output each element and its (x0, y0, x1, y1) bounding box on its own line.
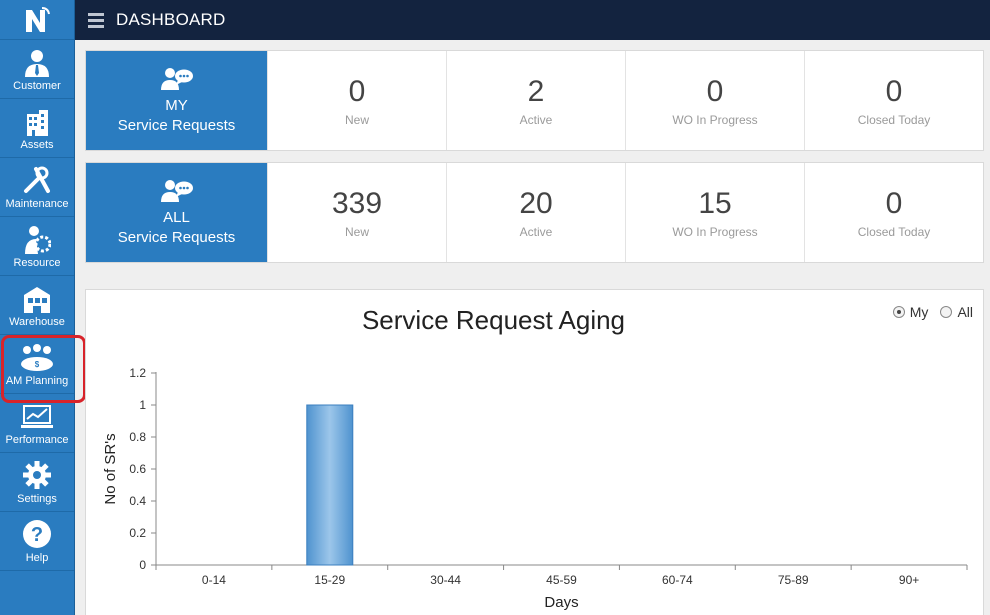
menu-icon[interactable] (88, 12, 104, 28)
sidebar-item-label: Settings (17, 492, 57, 505)
sidebar-item-warehouse[interactable]: Warehouse (0, 276, 74, 335)
x-tick-label: 60-74 (662, 573, 693, 587)
sidebar-item-assets[interactable]: Assets (0, 99, 74, 158)
y-tick-label: 1.2 (129, 366, 146, 380)
my-service-requests-tile[interactable]: MY Service Requests (86, 51, 267, 150)
stat-label: WO In Progress (672, 224, 758, 239)
sidebar-item-resource[interactable]: Resource (0, 217, 74, 276)
sidebar-item-label: Assets (20, 138, 54, 151)
stat-label: New (344, 112, 369, 127)
all-label: ALL (163, 208, 190, 226)
stat-value: 0 (885, 74, 903, 108)
all-closed-today-stat[interactable]: 0 Closed Today (804, 163, 983, 262)
service-request-aging-panel: 0 0.2 0.4 0.6 0.8 1 1.2 0-14 15-29 30-44 45-59 60-7… (85, 289, 984, 615)
resource-icon (19, 224, 55, 254)
top-bar: DASHBOARD (75, 0, 990, 40)
warehouse-icon (19, 283, 55, 313)
all-active-stat[interactable]: 20 Active (446, 163, 625, 262)
app-logo[interactable] (0, 0, 74, 40)
sidebar-item-performance[interactable]: Performance (0, 394, 74, 453)
filter-all-label: All (957, 304, 973, 320)
sidebar-item-label: Maintenance (5, 197, 69, 210)
sidebar-item-label: Customer (13, 79, 61, 92)
filter-all-radio[interactable]: All (940, 304, 973, 320)
x-tick-label: 0-14 (202, 573, 226, 587)
customer-icon (19, 47, 55, 77)
x-axis-label: Days (544, 594, 578, 611)
x-tick-label: 15-29 (314, 573, 345, 587)
stat-value: 0 (348, 74, 366, 108)
sidebar-item-am-planning[interactable]: $ AM Planning (0, 335, 86, 403)
sidebar-item-maintenance[interactable]: Maintenance (0, 158, 74, 217)
y-tick-label: 0 (139, 558, 146, 572)
stat-label: Active (519, 112, 553, 127)
sidebar-item-label: Help (25, 551, 49, 564)
my-service-requests-row: MY Service Requests 0 New 2 Active 0 WO … (85, 50, 984, 151)
x-tick-label: 75-89 (778, 573, 809, 587)
bar-15-29 (306, 404, 354, 566)
my-closed-today-stat[interactable]: 0 Closed Today (804, 51, 983, 150)
x-tick-label: 30-44 (430, 573, 461, 587)
wrench-icon (19, 165, 55, 195)
all-service-requests-row: ALL Service Requests 339 New 20 Active 1… (85, 162, 984, 263)
stat-value: 0 (706, 74, 724, 108)
my-wo-in-progress-stat[interactable]: 0 WO In Progress (625, 51, 804, 150)
stat-label: New (344, 224, 369, 239)
service-request-icon (160, 179, 193, 202)
sidebar-item-label: Performance (5, 433, 69, 446)
sidebar-item-label: AM Planning (5, 374, 69, 387)
radio-unselected-icon (940, 306, 953, 318)
planning-icon: $ (19, 342, 55, 372)
sidebar-item-settings[interactable]: Settings (0, 453, 74, 512)
y-tick-label: 0.4 (129, 494, 146, 508)
stat-label: Closed Today (857, 224, 931, 239)
stat-label: Active (519, 224, 553, 239)
building-icon (19, 106, 55, 136)
sidebar: Customer Assets Maintenance Resource Warehou… (0, 0, 86, 615)
logo-icon (26, 6, 50, 32)
y-axis-label: No of SR's (102, 433, 119, 504)
stat-value: 2 (527, 74, 545, 108)
page-title: DASHBOARD (116, 10, 226, 29)
stat-value: 15 (698, 186, 732, 220)
svg-text:$: $ (35, 360, 40, 369)
aging-bar-chart: 0 0.2 0.4 0.6 0.8 1 1.2 0-14 15-29 30-44 45-59 60-7… (102, 366, 968, 611)
all-sublabel: Service Requests (117, 228, 236, 246)
stat-value: 339 (331, 186, 383, 220)
y-tick-label: 0.8 (129, 430, 146, 444)
service-request-icon (160, 67, 193, 90)
my-new-stat[interactable]: 0 New (267, 51, 446, 150)
chart-title: Service Request Aging (361, 305, 626, 335)
filter-my-radio[interactable]: My (892, 304, 929, 320)
my-sublabel: Service Requests (117, 116, 236, 134)
sidebar-item-customer[interactable]: Customer (0, 40, 74, 99)
my-label: MY (165, 96, 188, 114)
svg-text:?: ? (31, 524, 43, 546)
sidebar-item-label: Resource (13, 256, 61, 269)
y-tick-label: 0.6 (129, 462, 146, 476)
radio-selected-icon (892, 306, 905, 318)
gear-icon (19, 460, 55, 490)
all-new-stat[interactable]: 339 New (267, 163, 446, 262)
stat-label: Closed Today (857, 112, 931, 127)
sidebar-item-label: Warehouse (9, 315, 65, 328)
all-wo-in-progress-stat[interactable]: 15 WO In Progress (625, 163, 804, 262)
all-service-requests-tile[interactable]: ALL Service Requests (86, 163, 267, 262)
my-active-stat[interactable]: 2 Active (446, 51, 625, 150)
sidebar-item-help[interactable]: ? Help (0, 512, 74, 571)
stat-value: 0 (885, 186, 903, 220)
stat-label: WO In Progress (672, 112, 758, 127)
filter-my-label: My (909, 304, 929, 320)
x-tick-label: 45-59 (546, 573, 577, 587)
stat-value: 20 (519, 186, 553, 220)
x-tick-label: 90+ (899, 573, 919, 587)
y-tick-label: 1 (139, 398, 146, 412)
help-icon: ? (19, 519, 55, 549)
scope-filter: My All (892, 304, 973, 320)
y-tick-label: 0.2 (129, 526, 146, 540)
performance-icon (19, 401, 55, 431)
